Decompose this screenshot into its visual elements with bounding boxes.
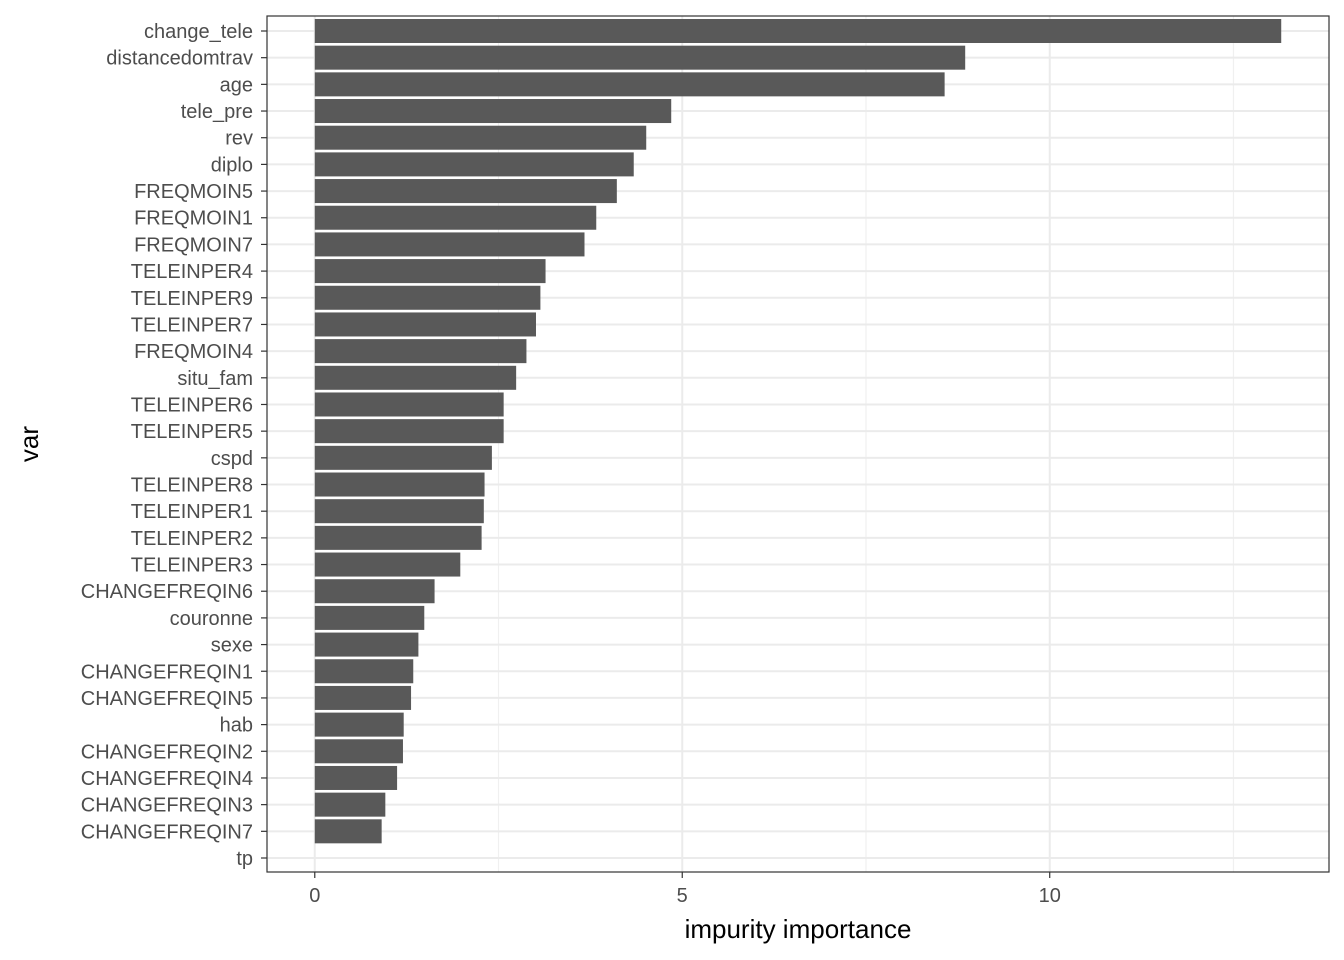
bar — [314, 205, 597, 230]
bar — [314, 712, 404, 737]
y-tick-label: CHANGEFREQIN3 — [81, 795, 253, 817]
bars — [314, 18, 1282, 844]
bar — [314, 605, 425, 630]
x-tick-label: 5 — [677, 885, 688, 907]
x-tick-label: 0 — [309, 885, 320, 907]
y-tick-label: hab — [220, 715, 253, 737]
x-axis-title: impurity importance — [685, 914, 912, 944]
bar — [314, 232, 585, 257]
y-tick-label: FREQMOIN7 — [134, 234, 253, 256]
y-tick-label: CHANGEFREQIN7 — [81, 821, 253, 843]
bar — [314, 339, 527, 364]
y-tick-label: change_tele — [144, 21, 253, 43]
y-tick-label: CHANGEFREQIN1 — [81, 661, 253, 683]
y-tick-label: FREQMOIN5 — [134, 181, 253, 203]
bar — [314, 365, 517, 390]
y-axis: change_tele distancedomtrav age tele_prerev… — [81, 21, 267, 870]
y-tick-label: TELEINPER2 — [131, 528, 253, 550]
bar — [314, 819, 382, 844]
y-tick-label: tele_pre — [181, 101, 253, 123]
bar — [314, 739, 403, 764]
bar — [314, 312, 536, 337]
bar — [314, 445, 492, 470]
bar — [314, 392, 504, 417]
bar — [314, 579, 435, 604]
bar — [314, 179, 617, 204]
bar — [314, 792, 386, 817]
y-tick-label: CHANGEFREQIN4 — [81, 768, 253, 790]
x-tick-label: 10 — [1039, 885, 1061, 907]
y-tick-label: TELEINPER1 — [131, 501, 253, 523]
y-tick-label: FREQMOIN4 — [134, 341, 253, 363]
y-tick-label: sexe — [211, 635, 253, 657]
y-tick-label: TELEINPER3 — [131, 555, 253, 577]
bar — [314, 472, 485, 497]
y-tick-label: couronne — [170, 608, 253, 630]
y-tick-label: TELEINPER8 — [131, 475, 253, 497]
y-tick-label: TELEINPER7 — [131, 314, 253, 336]
bar — [314, 72, 945, 97]
y-tick-label: rev — [225, 128, 253, 150]
bar — [314, 685, 412, 710]
y-axis-title: var — [14, 426, 44, 462]
bar — [314, 659, 414, 684]
y-tick-label: cspd — [211, 448, 253, 470]
y-tick-label: TELEINPER6 — [131, 394, 253, 416]
y-tick-label: TELEINPER9 — [131, 288, 253, 310]
bar — [314, 525, 482, 550]
y-tick-label: CHANGEFREQIN6 — [81, 581, 253, 603]
y-tick-label: tp — [236, 848, 253, 870]
bar — [314, 419, 504, 444]
y-tick-label: TELEINPER4 — [131, 261, 253, 283]
y-tick-label: situ_fam — [177, 368, 253, 390]
x-axis: 0 5 10 — [309, 872, 1061, 907]
y-tick-label: TELEINPER5 — [131, 421, 253, 443]
bar — [314, 632, 419, 657]
y-tick-label: FREQMOIN1 — [134, 208, 253, 230]
bar — [314, 99, 672, 124]
bar — [314, 18, 1282, 44]
bar — [314, 552, 461, 577]
y-tick-label: diplo — [211, 154, 253, 176]
bar — [314, 765, 398, 790]
y-tick-label: age — [220, 74, 253, 96]
bar — [314, 285, 541, 310]
panel-border — [266, 15, 1330, 873]
y-tick-label: distancedomtrav — [106, 48, 253, 70]
bar — [314, 152, 634, 177]
bar — [314, 125, 647, 150]
bar — [314, 259, 546, 284]
bar — [314, 45, 966, 70]
y-tick-label: CHANGEFREQIN2 — [81, 741, 253, 763]
bar — [314, 499, 484, 524]
y-tick-label: CHANGEFREQIN5 — [81, 688, 253, 710]
